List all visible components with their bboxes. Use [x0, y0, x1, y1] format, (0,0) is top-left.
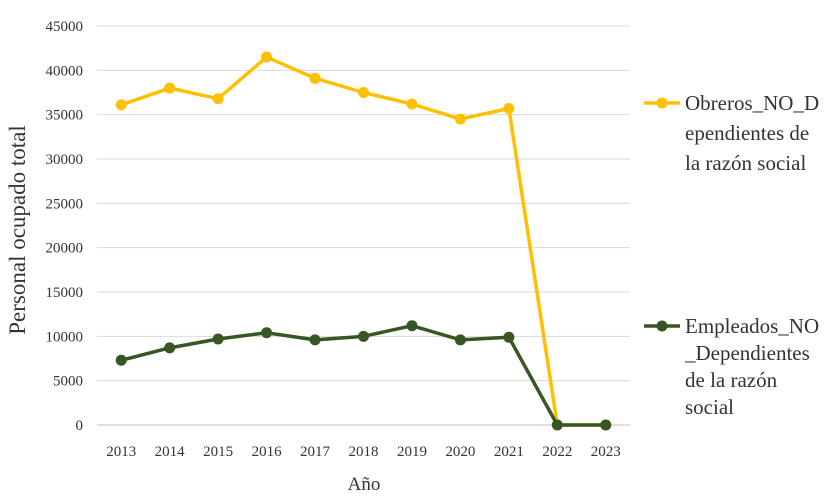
data-point — [212, 333, 224, 345]
y-axis-tick-labels: 0 5000 10000 15000 20000 25000 30000 35000 40000… — [46, 19, 84, 434]
data-point — [261, 51, 273, 63]
y-tick-label: 30000 — [46, 152, 84, 168]
legend-label: _Dependientes — [684, 341, 810, 365]
legend-marker — [656, 320, 668, 332]
data-point — [454, 113, 466, 125]
y-tick-label: 25000 — [46, 196, 84, 212]
x-tick-label: 2015 — [203, 444, 233, 460]
x-tick-label: 2021 — [494, 444, 524, 460]
data-point — [551, 419, 563, 431]
data-point — [164, 342, 176, 354]
legend-label: Obreros_NO_D — [685, 91, 819, 115]
x-tick-label: 2017 — [300, 444, 331, 460]
x-tick-label: 2014 — [155, 444, 186, 460]
data-point — [503, 102, 515, 114]
y-tick-label: 10000 — [46, 329, 84, 345]
legend-label: la razón social — [685, 151, 806, 175]
data-point — [115, 99, 127, 111]
legend-label: social — [685, 395, 734, 419]
y-axis-title: Personal ocupado total — [5, 125, 30, 335]
data-point — [309, 334, 321, 346]
data-point — [454, 334, 466, 346]
data-point — [406, 320, 418, 332]
y-tick-label: 35000 — [46, 108, 84, 124]
data-point — [503, 331, 515, 343]
legend-label: ependientes de — [685, 121, 809, 145]
gridlines — [97, 25, 630, 382]
x-tick-label: 2018 — [349, 444, 379, 460]
legend: Obreros_NO_D ependientes de la razón socia… — [644, 91, 819, 419]
data-point — [309, 72, 321, 84]
data-point — [115, 354, 127, 366]
legend-entry-1: Obreros_NO_D ependientes de la razón socia… — [644, 91, 819, 175]
x-tick-label: 2013 — [106, 444, 136, 460]
data-point — [164, 82, 176, 94]
data-point — [358, 87, 369, 98]
y-tick-label: 0 — [76, 418, 84, 434]
data-point — [600, 419, 612, 431]
series-line — [119, 55, 608, 427]
x-tick-label: 2020 — [445, 444, 475, 460]
y-tick-label: 5000 — [53, 374, 83, 390]
series-group — [115, 51, 612, 431]
legend-label: Empleados_NO — [685, 314, 819, 338]
x-tick-label: 2023 — [591, 444, 621, 460]
series-1 — [115, 51, 612, 431]
x-axis-tick-labels: 2013 2014 2015 2016 2017 2018 2019 2020 2021 2022… — [106, 444, 621, 460]
x-tick-label: 2022 — [542, 444, 572, 460]
data-point — [212, 93, 224, 105]
x-axis-title: Año — [348, 474, 381, 495]
legend-marker — [656, 97, 668, 109]
data-point — [261, 327, 273, 339]
y-tick-label: 20000 — [46, 241, 84, 257]
x-tick-label: 2016 — [252, 444, 283, 460]
series-2 — [115, 320, 612, 431]
y-tick-label: 40000 — [46, 63, 84, 79]
data-point — [406, 98, 418, 110]
data-point — [358, 330, 369, 342]
y-tick-label: 15000 — [46, 285, 84, 301]
y-tick-label: 45000 — [46, 19, 84, 35]
legend-label: de la razón — [685, 368, 778, 392]
x-tick-label: 2019 — [397, 444, 427, 460]
